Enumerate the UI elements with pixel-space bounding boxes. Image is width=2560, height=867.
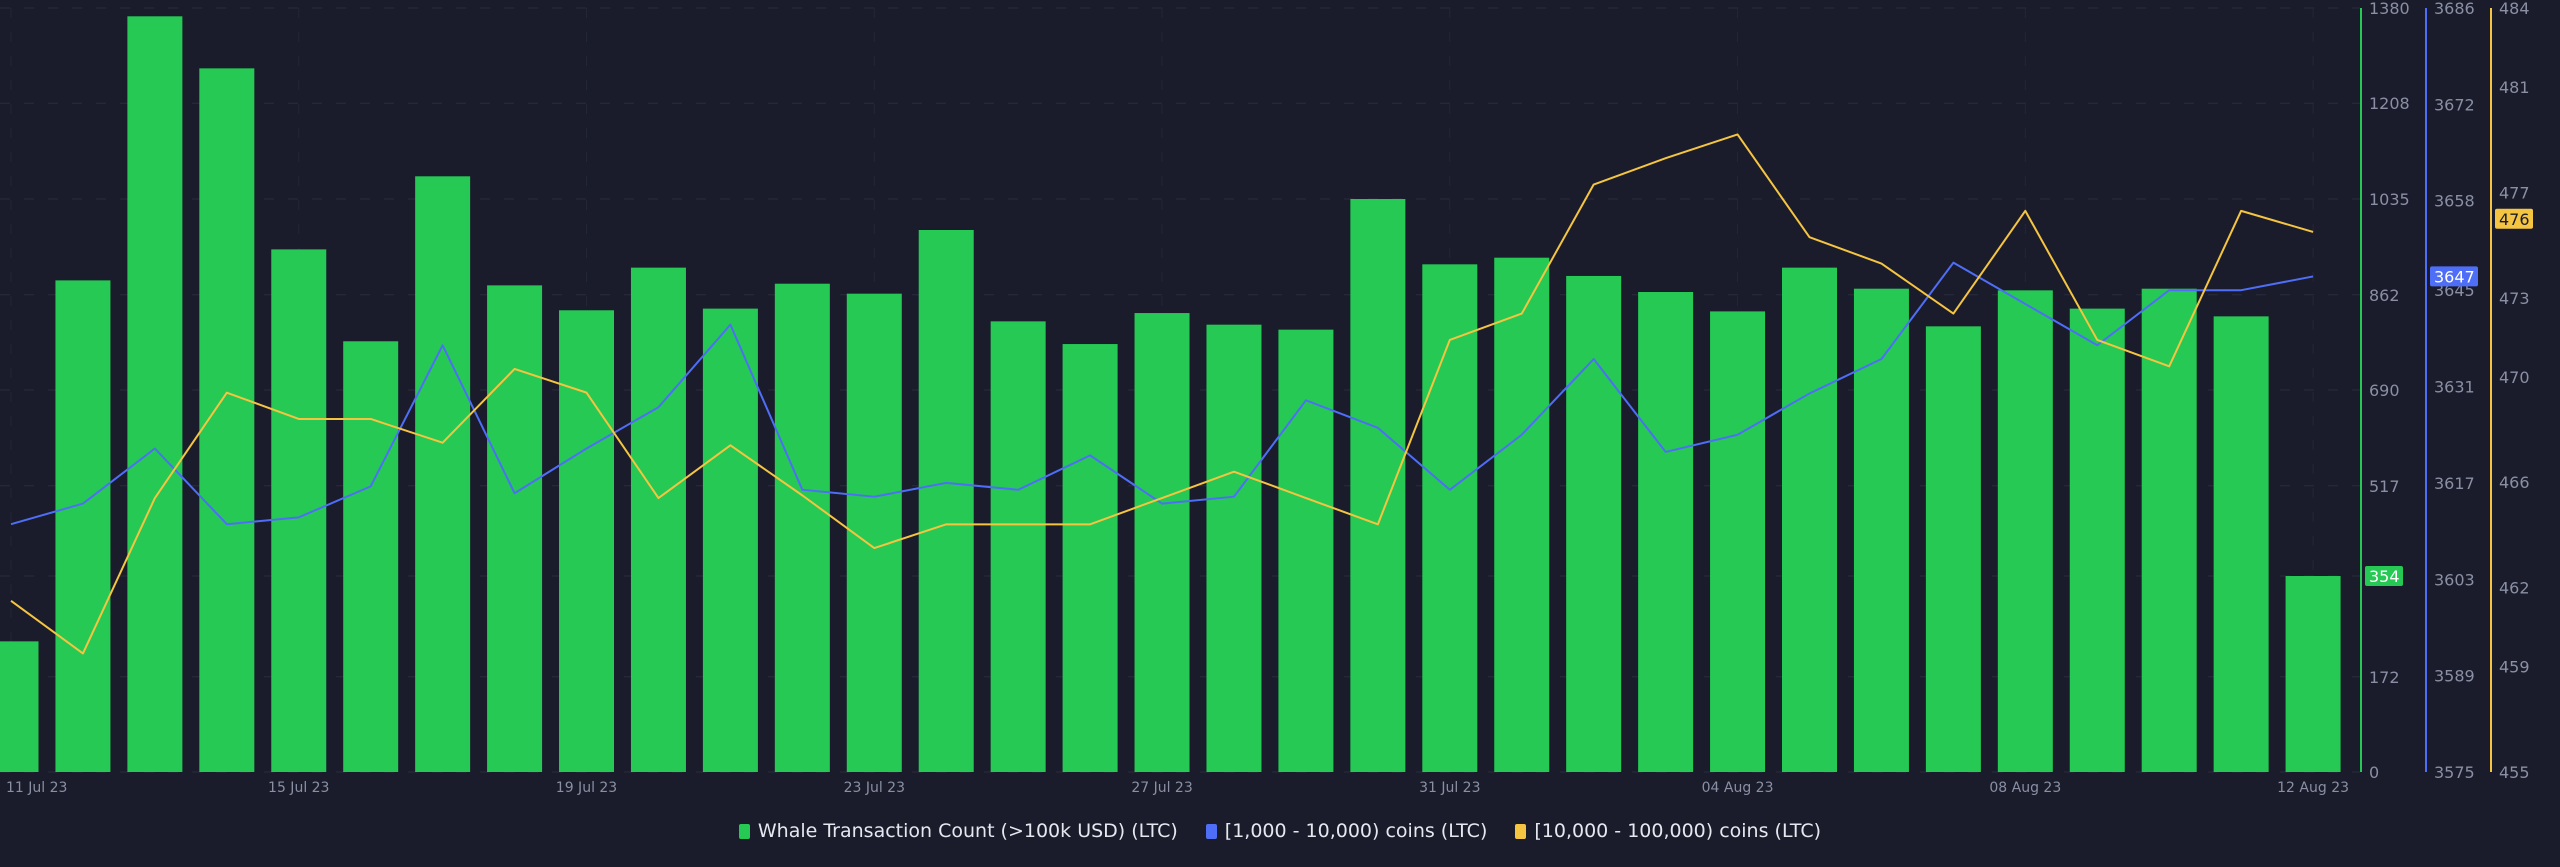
bar	[2285, 576, 2341, 772]
bar	[487, 285, 543, 772]
bar	[1062, 344, 1118, 772]
bar	[1710, 311, 1766, 772]
bar	[1422, 264, 1478, 772]
tick-label-y1: 172	[2369, 668, 2400, 687]
legend: Whale Transaction Count (>100k USD) (LTC…	[0, 820, 2560, 842]
bar	[918, 230, 974, 772]
bar	[2213, 316, 2269, 772]
last-value-badge	[2430, 266, 2478, 287]
last-value-label: 3647	[2434, 267, 2475, 286]
last-value-label: 476	[2499, 210, 2530, 229]
tick-label-y3: 466	[2499, 473, 2530, 492]
tick-label-y1: 862	[2369, 286, 2400, 305]
line-series-2	[10, 133, 2314, 655]
x-tick-label: 31 Jul 23	[1419, 780, 1480, 796]
tick-label-y3: 484	[2499, 0, 2530, 18]
bars	[0, 16, 2341, 773]
axes: 0 172 517 690 862 1035 1208 1380 3575 3589 3603 361…	[2360, 0, 2533, 782]
tick-label-y1: 517	[2369, 477, 2400, 496]
bar	[1206, 324, 1262, 772]
bar	[774, 283, 830, 772]
tick-label-y1: 1035	[2369, 190, 2410, 209]
last-value-badge	[2495, 208, 2533, 229]
bar	[55, 280, 111, 772]
x-axis-ticks: 11 Jul 23 15 Jul 23 19 Jul 23 23 Jul 23 27 J…	[6, 780, 2349, 796]
bar	[846, 293, 902, 772]
bar	[1638, 292, 1694, 772]
legend-swatch	[1205, 823, 1217, 839]
last-value-badge	[2365, 566, 2403, 587]
bar	[990, 321, 1046, 772]
bar	[343, 341, 399, 772]
tick-label-y1: 1380	[2369, 0, 2410, 18]
legend-label: [1,000 - 10,000) coins (LTC)	[1224, 820, 1488, 842]
tick-label-y3: 470	[2499, 368, 2530, 387]
tick-label-y1: 690	[2369, 381, 2400, 400]
tick-label-y3: 481	[2499, 78, 2530, 97]
bar	[0, 641, 39, 772]
tick-label-y2: 3686	[2434, 0, 2475, 18]
tick-label-y2: 3603	[2434, 570, 2475, 589]
lines	[10, 133, 2314, 655]
x-tick-label: 04 Aug 23	[1702, 780, 1774, 796]
tick-label-y2: 3617	[2434, 474, 2475, 493]
tick-label-y2: 3589	[2434, 667, 2475, 686]
bar	[1997, 290, 2053, 772]
bar	[2141, 288, 2197, 772]
legend-swatch	[738, 823, 750, 839]
legend-swatch	[1515, 823, 1527, 839]
x-tick-label: 19 Jul 23	[556, 780, 617, 796]
x-tick-label: 11 Jul 23	[6, 780, 67, 796]
tick-label-y2: 3631	[2434, 378, 2475, 397]
legend-label: [10,000 - 100,000) coins (LTC)	[1534, 820, 1822, 842]
last-value-label: 354	[2369, 567, 2400, 586]
bar	[2069, 308, 2125, 772]
tick-label-y2: 3575	[2434, 763, 2475, 782]
x-tick-label: 12 Aug 23	[2277, 780, 2349, 796]
tick-label-y2: 3672	[2434, 95, 2475, 114]
tick-label-y3: 462	[2499, 579, 2530, 598]
tick-label-y3: 477	[2499, 183, 2530, 202]
tick-label-y3: 473	[2499, 289, 2530, 308]
tick-label-y2: 3658	[2434, 192, 2475, 211]
bar	[1350, 199, 1406, 772]
bar	[559, 310, 615, 772]
bar	[1134, 313, 1190, 772]
x-tick-label: 27 Jul 23	[1131, 780, 1192, 796]
tick-label-y3: 455	[2499, 763, 2530, 782]
bar	[702, 308, 758, 772]
tick-label-y3: 459	[2499, 658, 2530, 677]
x-tick-label: 23 Jul 23	[844, 780, 905, 796]
bar	[630, 267, 686, 772]
bar	[415, 176, 471, 772]
tick-label-y1: 0	[2369, 763, 2379, 782]
bar	[271, 249, 327, 773]
tick-label-y1: 1208	[2369, 94, 2410, 113]
legend-item-10k-100k[interactable]: [10,000 - 100,000) coins (LTC)	[1515, 820, 1821, 842]
x-tick-label: 15 Jul 23	[268, 780, 329, 796]
bar	[1494, 257, 1550, 772]
bar	[1566, 275, 1622, 772]
legend-item-whale-count[interactable]: Whale Transaction Count (>100k USD) (LTC…	[738, 820, 1178, 842]
bar	[1925, 326, 1981, 772]
line-series-1	[10, 261, 2314, 526]
bar	[1853, 288, 1909, 772]
legend-label: Whale Transaction Count (>100k USD) (LTC…	[757, 820, 1178, 842]
legend-item-1k-10k[interactable]: [1,000 - 10,000) coins (LTC)	[1205, 820, 1488, 842]
bar	[1278, 329, 1334, 772]
bar	[127, 16, 183, 773]
bar	[1782, 267, 1837, 772]
x-tick-label: 08 Aug 23	[1989, 780, 2061, 796]
